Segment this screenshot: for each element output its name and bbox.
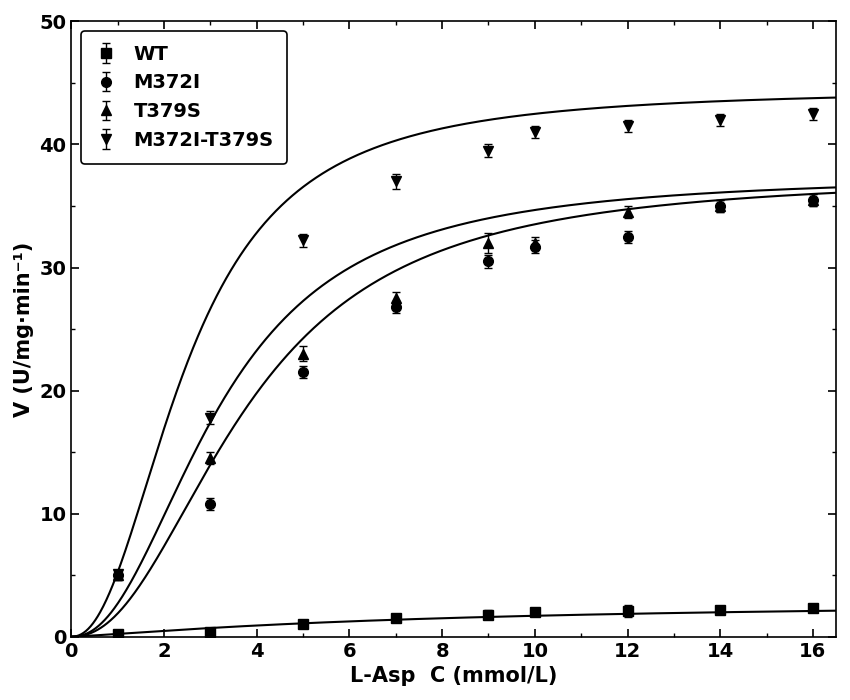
Y-axis label: V (U/mg·min⁻¹): V (U/mg·min⁻¹) [14,241,34,416]
Legend: WT, M372I, T379S, M372I-T379S: WT, M372I, T379S, M372I-T379S [81,31,287,164]
X-axis label: L-Asp  C (mmol/L): L-Asp C (mmol/L) [350,666,558,686]
